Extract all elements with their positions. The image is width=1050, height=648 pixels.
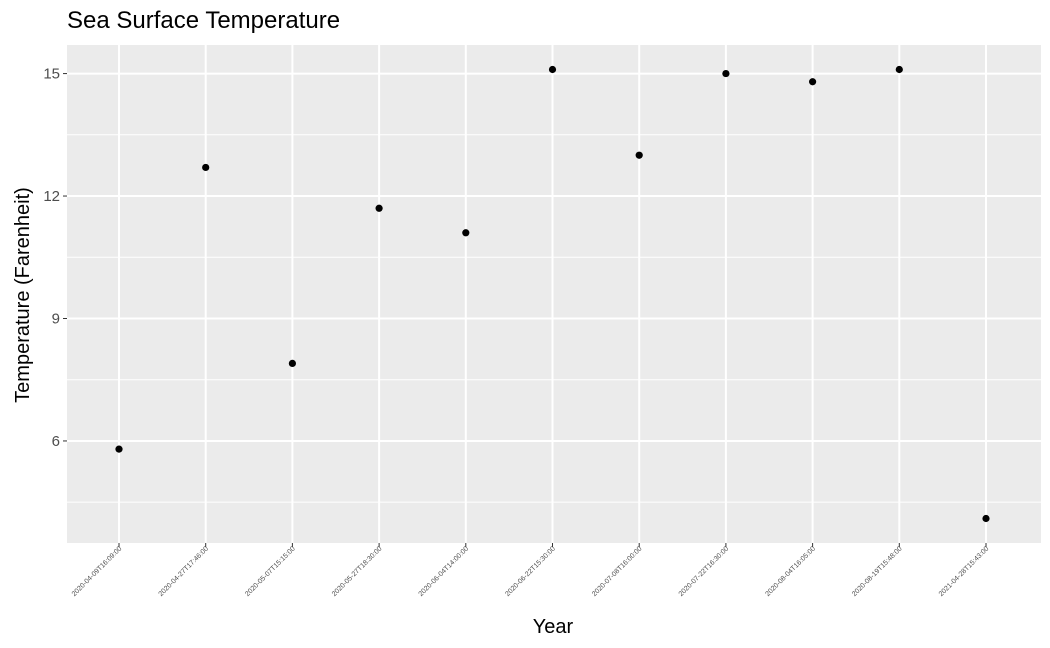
data-point xyxy=(895,65,903,74)
data-point xyxy=(375,204,383,212)
plot-panel xyxy=(67,45,1041,543)
grid-minor xyxy=(67,134,1041,503)
data-point xyxy=(635,151,643,159)
data-point xyxy=(548,65,557,74)
x-tick-label: 2020-05-27T18:30:00 xyxy=(331,545,384,598)
data-point xyxy=(462,229,470,237)
x-axis-title: Year xyxy=(533,616,574,638)
y-tick-label: 15 xyxy=(43,66,60,83)
y-axis-title: Temperature (Farenheit) xyxy=(12,187,34,403)
x-tick-label: 2020-07-22T16:30:00 xyxy=(678,545,731,598)
y-tick-label: 12 xyxy=(43,188,60,205)
data-point xyxy=(982,514,990,523)
x-tick-label: 2021-04-28T15:43:00 xyxy=(938,545,991,598)
x-tick-label: 2020-08-04T16:05:00 xyxy=(764,545,817,598)
x-axis: 2020-04-09T16:09:00 2020-04-27T17:46:00 20… xyxy=(71,543,991,598)
y-tick-label: 6 xyxy=(52,433,60,450)
data-points xyxy=(115,65,990,523)
data-point xyxy=(288,359,296,367)
x-tick-label: 2020-08-19T15:48:00 xyxy=(851,545,904,598)
x-tick-label: 2020-06-04T14:00:00 xyxy=(418,545,471,598)
data-point xyxy=(115,445,123,453)
x-tick-label: 2020-07-08T16:00:00 xyxy=(591,545,644,598)
y-tick-label: 9 xyxy=(52,310,60,327)
grid-major xyxy=(67,45,1041,543)
data-point xyxy=(202,163,210,172)
chart-title: Sea Surface Temperature xyxy=(67,7,341,34)
y-axis: 6 9 12 15 xyxy=(43,66,67,450)
x-tick-label: 2020-04-09T16:09:00 xyxy=(71,545,124,598)
x-tick-label: 2020-06-22T15:30:00 xyxy=(504,545,557,598)
x-tick-label: 2020-05-07T15:15:00 xyxy=(244,545,297,598)
data-point xyxy=(809,78,817,86)
data-point xyxy=(722,69,730,78)
x-tick-label: 2020-04-27T17:46:00 xyxy=(158,545,211,598)
